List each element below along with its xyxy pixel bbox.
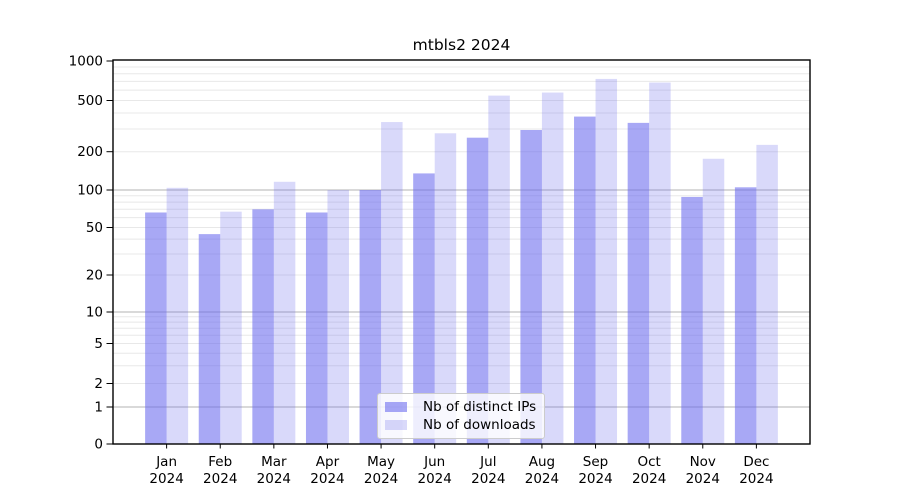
bar-downloads-aug — [541, 92, 564, 444]
y-tick-label: 10 — [86, 305, 103, 321]
bar-distinct-ips-may — [359, 190, 382, 444]
x-tick-label: May 2024 — [364, 454, 398, 487]
bar-downloads-may — [381, 122, 403, 445]
x-tick-label: Jan 2024 — [149, 454, 183, 487]
bar-downloads-nov — [702, 158, 725, 444]
chart-title: mtbls2 2024 — [412, 36, 511, 54]
bar-distinct-ips-apr — [305, 212, 328, 444]
x-tick-label: Dec 2024 — [739, 454, 773, 487]
x-tick-label: Nov 2024 — [686, 454, 720, 487]
bar-distinct-ips-jan — [145, 212, 167, 444]
x-tick-label: Oct 2024 — [632, 454, 666, 487]
y-tick-label: 1 — [94, 400, 103, 416]
y-tick-label: 20 — [86, 268, 103, 284]
y-tick-label: 0 — [94, 437, 103, 453]
x-tick-label: Feb 2024 — [203, 454, 237, 487]
legend-swatch-distinct-ips — [385, 402, 407, 412]
legend: Nb of distinct IPs Nb of downloads — [377, 393, 545, 439]
bar-downloads-dec — [756, 144, 778, 444]
y-tick-label: 500 — [77, 93, 103, 109]
legend-label-downloads: Nb of downloads — [423, 417, 536, 433]
bar-distinct-ips-dec — [734, 187, 757, 445]
bar-distinct-ips-oct — [627, 122, 650, 444]
bar-downloads-jul — [488, 95, 510, 444]
bar-distinct-ips-aug — [520, 129, 542, 444]
bar-downloads-apr — [327, 190, 349, 444]
x-tick-label: Jun 2024 — [418, 454, 452, 487]
bar-distinct-ips-sep — [574, 116, 596, 444]
y-tick-label: 100 — [77, 183, 103, 199]
bar-downloads-mar — [273, 181, 296, 445]
legend-swatch-downloads — [385, 420, 407, 430]
legend-item-distinct-ips: Nb of distinct IPs — [385, 399, 537, 415]
y-tick-label: 2 — [94, 376, 103, 392]
bar-distinct-ips-jun — [413, 173, 435, 444]
bar-distinct-ips-feb — [198, 234, 221, 444]
x-tick-label: Jul 2024 — [471, 454, 505, 487]
bar-downloads-feb — [220, 211, 242, 444]
x-tick-label: Aug 2024 — [525, 454, 559, 487]
bar-downloads-oct — [649, 82, 671, 444]
plot-frame — [112, 59, 811, 445]
bar-distinct-ips-jul — [466, 137, 489, 444]
bar-distinct-ips-mar — [252, 209, 274, 444]
x-tick-label: Mar 2024 — [257, 454, 291, 487]
bar-downloads-jan — [166, 187, 189, 444]
x-tick-label: Sep 2024 — [578, 454, 612, 487]
y-tick-label: 50 — [86, 220, 103, 236]
y-tick-label: 1000 — [69, 54, 103, 70]
y-tick-label: 200 — [77, 144, 103, 160]
legend-item-downloads: Nb of downloads — [385, 417, 537, 433]
legend-label-distinct-ips: Nb of distinct IPs — [423, 399, 537, 415]
bar-downloads-jun — [434, 133, 457, 444]
x-tick-label: Apr 2024 — [310, 454, 344, 487]
y-tick-label: 5 — [94, 336, 103, 352]
bar-downloads-sep — [595, 78, 618, 444]
bar-distinct-ips-nov — [681, 196, 703, 444]
